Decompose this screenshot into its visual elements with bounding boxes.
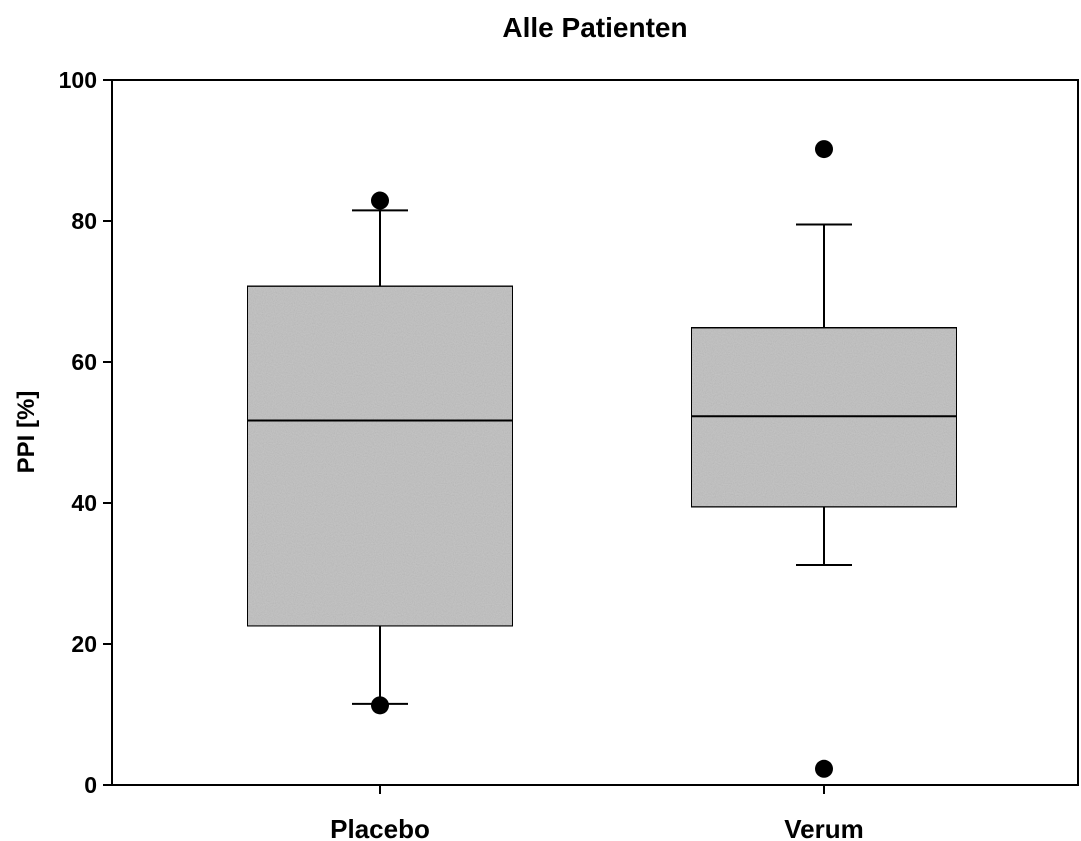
y-tick-label: 20 (71, 631, 97, 657)
box-verum (690, 326, 958, 509)
outlier-point-placebo (371, 191, 389, 210)
chart-title: Alle Patienten (502, 12, 687, 43)
y-axis-label: PPI [%] (13, 391, 40, 474)
y-tick-label: 40 (71, 490, 97, 516)
box-placebo (246, 284, 514, 628)
y-tick-label: 100 (59, 67, 97, 93)
plot-area: 0 20 40 60 80 100 Placebo Verum (59, 67, 1079, 841)
outlier-point-verum (815, 140, 833, 159)
plot-frame (111, 79, 1079, 786)
x-category-label-placebo: Placebo (330, 814, 430, 841)
outlier-point-placebo (371, 696, 389, 715)
y-tick-label: 60 (71, 349, 97, 375)
y-tick-label: 0 (84, 772, 97, 798)
outlier-point-verum (815, 759, 833, 778)
y-tick-label: 80 (71, 208, 97, 234)
x-category-label-verum: Verum (784, 814, 864, 841)
